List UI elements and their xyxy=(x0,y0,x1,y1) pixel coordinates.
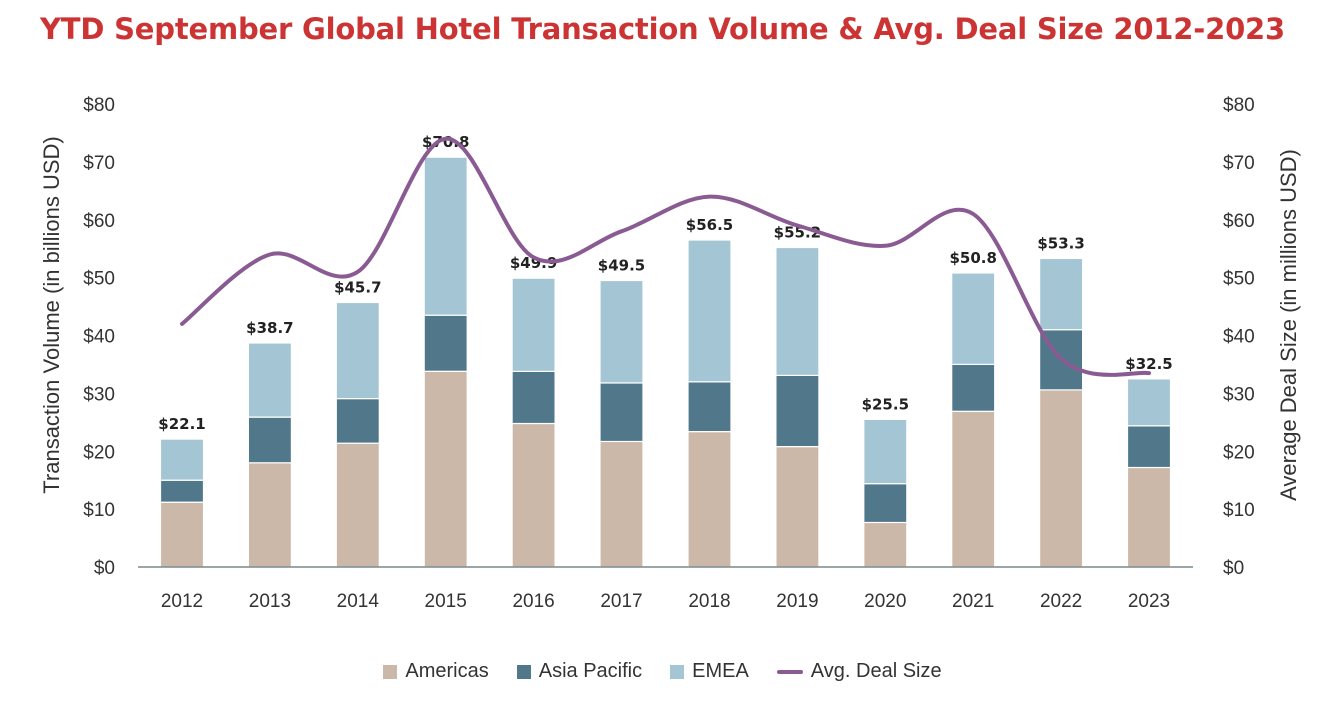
bar-series xyxy=(159,156,1172,568)
bar-segment-asia-pacific xyxy=(511,370,556,425)
left-tick-label: $70 xyxy=(83,153,115,174)
right-tick-label: $50 xyxy=(1223,269,1255,290)
bar-segment-americas xyxy=(511,422,556,568)
left-tick-label: $50 xyxy=(83,269,115,290)
x-tick-label: 2022 xyxy=(1040,591,1082,612)
right-tick-label: $20 xyxy=(1223,442,1255,463)
bar-segment-emea xyxy=(599,279,644,384)
bar-total-label: $49.5 xyxy=(598,257,645,275)
legend-item-asia-pacific: Asia Pacific xyxy=(516,660,643,683)
legend-swatch-avg-deal-size xyxy=(776,669,803,674)
x-tick-label: 2017 xyxy=(600,591,642,612)
legend-label-asia-pacific: Asia Pacific xyxy=(538,660,643,682)
bar-segment-asia-pacific xyxy=(687,381,732,433)
right-tick-label: $30 xyxy=(1223,384,1255,405)
bar-segment-americas xyxy=(1126,466,1172,568)
bar-total-label: $38.7 xyxy=(246,319,293,337)
left-tick-label: $20 xyxy=(83,442,115,463)
chart-title: YTD September Global Hotel Transaction V… xyxy=(39,12,1286,46)
bar-segment-emea xyxy=(159,438,205,481)
right-tick-label: $0 xyxy=(1223,558,1244,579)
bar-total-label: $49.9 xyxy=(510,254,557,272)
left-y-axis: $0 $10 $20 $30 $40 $50 $60 $70 $80 xyxy=(83,95,115,579)
bar-segment-asia-pacific xyxy=(159,479,205,503)
left-tick-label: $0 xyxy=(94,558,115,579)
bar-segment-asia-pacific xyxy=(863,483,908,524)
bar-total-label: $45.7 xyxy=(334,279,381,297)
bar-segment-americas xyxy=(863,521,908,568)
left-tick-label: $30 xyxy=(83,384,115,405)
x-tick-label: 2019 xyxy=(776,591,818,612)
legend-label-americas: Americas xyxy=(405,660,489,682)
bar-segment-americas xyxy=(1038,389,1084,568)
bar-segment-emea xyxy=(335,301,380,400)
right-y-axis: $0 $10 $20 $30 $40 $50 $60 $70 $80 xyxy=(1223,95,1255,579)
x-tick-label: 2023 xyxy=(1128,591,1170,612)
bar-segment-americas xyxy=(247,462,292,568)
left-tick-label: $60 xyxy=(83,211,115,232)
bar-segment-americas xyxy=(775,446,820,568)
bar-total-label: $53.3 xyxy=(1037,235,1084,253)
bar-segment-asia-pacific xyxy=(423,314,468,372)
legend-swatch-asia-pacific xyxy=(516,664,531,679)
bar-segment-asia-pacific xyxy=(1126,425,1172,469)
legend-swatch-americas xyxy=(383,664,398,679)
bar-segment-emea xyxy=(423,156,468,316)
legend-label-avg-deal-size: Avg. Deal Size xyxy=(810,660,942,682)
right-tick-label: $10 xyxy=(1223,500,1255,521)
chart-canvas: $0 $10 $20 $30 $40 $50 $60 $70 $80 $0 $10 $20 $30 $4… xyxy=(39,95,1301,612)
left-axis-title: Transaction Volume (in billions USD) xyxy=(39,136,64,493)
legend-item-avg-deal-size: Avg. Deal Size xyxy=(776,660,942,683)
x-tick-label: 2015 xyxy=(425,591,467,612)
legend-item-emea: EMEA xyxy=(670,660,749,683)
avg-deal-size-line xyxy=(180,136,1151,377)
x-tick-label: 2014 xyxy=(337,591,380,612)
bar-total-label: $56.5 xyxy=(686,216,733,234)
legend-label-emea: EMEA xyxy=(692,660,749,682)
right-tick-label: $70 xyxy=(1223,153,1255,174)
legend-item-americas: Americas xyxy=(383,660,489,683)
right-tick-label: $40 xyxy=(1223,327,1255,348)
bar-segment-emea xyxy=(1126,378,1172,427)
bar-segment-americas xyxy=(951,410,996,568)
bar-segment-asia-pacific xyxy=(335,398,380,444)
left-tick-label: $10 xyxy=(83,500,115,521)
bar-segment-emea xyxy=(863,418,908,485)
bar-segment-emea xyxy=(1038,257,1084,331)
bar-segment-americas xyxy=(335,442,380,568)
x-axis-ticks: 2012 2013 2014 2015 2016 2017 2018 2019 2020 2021… xyxy=(161,591,1170,612)
bar-segment-americas xyxy=(159,501,205,568)
x-tick-label: 2021 xyxy=(952,591,994,612)
right-axis-title: Average Deal Size (in millions USD) xyxy=(1276,149,1301,501)
bar-segment-emea xyxy=(775,246,820,377)
bar-total-label: $50.8 xyxy=(949,249,996,267)
x-tick-label: 2012 xyxy=(161,591,203,612)
left-tick-label: $40 xyxy=(83,327,115,348)
bar-total-label: $22.1 xyxy=(158,415,205,433)
x-tick-label: 2018 xyxy=(688,591,730,612)
legend-swatch-emea xyxy=(670,664,685,679)
bar-segment-americas xyxy=(687,431,732,568)
x-tick-label: 2020 xyxy=(864,591,906,612)
bar-total-label: $25.5 xyxy=(862,395,909,413)
bar-total-labels: $22.1$38.7$45.7$70.8$49.9 $49.5$56.5 $55.2… xyxy=(158,133,1172,433)
bar-segment-emea xyxy=(247,342,292,418)
left-tick-label: $80 xyxy=(83,95,115,116)
bar-segment-emea xyxy=(687,239,732,383)
bar-segment-asia-pacific xyxy=(775,374,820,448)
bar-segment-asia-pacific xyxy=(247,416,292,464)
x-tick-label: 2013 xyxy=(249,591,291,612)
bar-segment-emea xyxy=(511,277,556,373)
right-tick-label: $60 xyxy=(1223,211,1255,232)
bar-segment-emea xyxy=(951,272,996,366)
bar-segment-asia-pacific xyxy=(599,382,644,443)
bar-segment-asia-pacific xyxy=(951,363,996,412)
bar-total-label: $32.5 xyxy=(1125,355,1172,373)
right-tick-label: $80 xyxy=(1223,95,1255,116)
x-tick-label: 2016 xyxy=(512,591,554,612)
bar-segment-americas xyxy=(599,440,644,568)
legend: Americas Asia Pacific EMEA Avg. Deal Siz… xyxy=(0,660,1325,683)
bar-segment-americas xyxy=(423,370,468,568)
